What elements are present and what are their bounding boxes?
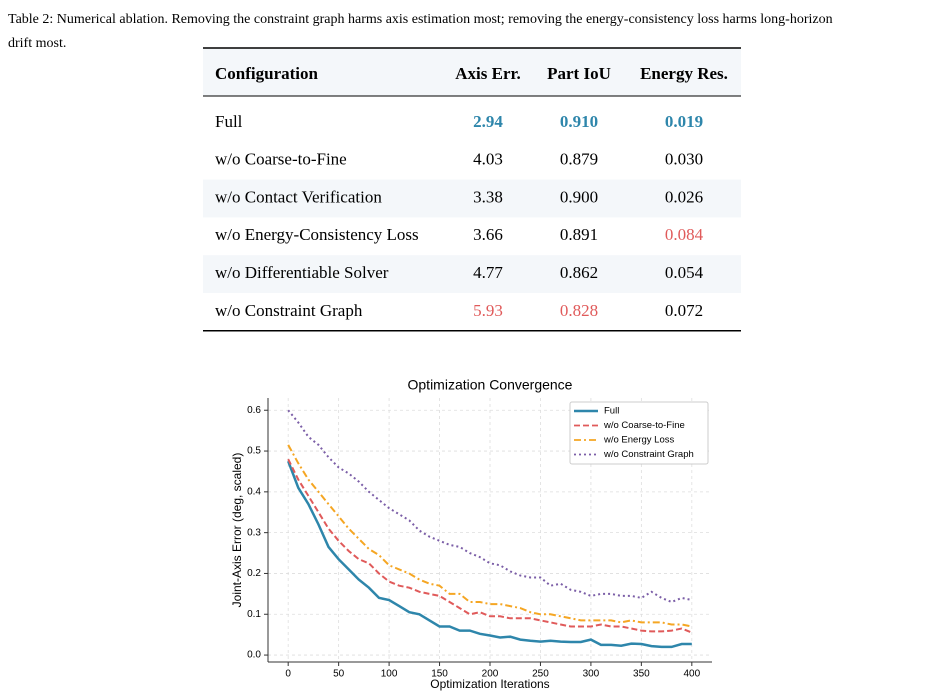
x-tick-label: 200: [482, 669, 499, 680]
y-axis-label: Joint-Axis Error (deg, scaled): [230, 453, 244, 608]
header-bg: [203, 48, 741, 96]
x-tick-label: 300: [583, 669, 600, 680]
caption: Table 2: Numerical ablation. Removing th…: [8, 12, 833, 51]
y-tick-label: 0.1: [247, 609, 261, 620]
cell: 0.054: [665, 263, 704, 282]
x-axis-label: Optimization Iterations: [430, 677, 549, 691]
x-tick-label: 0: [285, 669, 291, 680]
x-tick-label: 350: [633, 669, 650, 680]
cell: 0.891: [560, 225, 598, 244]
cell: w/o Energy-Consistency Loss: [215, 225, 419, 244]
cell: 0.072: [665, 301, 703, 320]
legend-label: w/o Coarse-to-Fine: [603, 420, 685, 431]
x-tick-label: 50: [333, 669, 345, 680]
cell: w/o Constraint Graph: [215, 301, 363, 320]
cell: 4.03: [473, 150, 503, 169]
cell: 0.019: [665, 112, 703, 131]
header-cell: Axis Err.: [455, 64, 521, 83]
x-tick-label: 100: [381, 669, 398, 680]
legend-label: Full: [604, 406, 619, 417]
row-bg: [203, 255, 741, 293]
y-tick-label: 0.3: [247, 527, 261, 538]
series-line: [287, 460, 692, 649]
y-tick-label: 0.6: [247, 405, 261, 416]
cell: 3.66: [473, 225, 503, 244]
legend-label: w/o Energy Loss: [603, 435, 674, 446]
cell: 0.828: [560, 301, 598, 320]
cell: 0.910: [560, 112, 598, 131]
cell: 0.862: [560, 263, 598, 282]
cell: w/o Coarse-to-Fine: [215, 150, 347, 169]
series-line: [287, 458, 693, 634]
chart-title: Optimization Convergence: [408, 377, 573, 393]
x-tick-label: 400: [683, 669, 700, 680]
legend-label: w/o Constraint Graph: [603, 449, 694, 460]
cell: 2.94: [473, 112, 503, 131]
y-tick-label: 0.4: [247, 486, 261, 497]
cell: 5.93: [473, 301, 503, 320]
x-tick-label: 150: [431, 669, 448, 680]
row-bg: [203, 179, 741, 218]
series-line: [287, 409, 693, 604]
cell: 0.900: [560, 187, 598, 206]
header-cell: Configuration: [215, 64, 319, 83]
y-tick-label: 0.2: [247, 568, 261, 579]
y-tick-label: 0.5: [247, 446, 261, 457]
cell: 4.77: [473, 263, 503, 282]
legend-box: [569, 401, 709, 465]
cell: w/o Contact Verification: [215, 187, 382, 206]
cell: 0.026: [665, 187, 703, 206]
cell: 0.879: [560, 150, 598, 169]
series-line: [287, 444, 692, 628]
header-cell: Energy Res.: [640, 64, 728, 83]
cell: 3.38: [473, 187, 503, 206]
cell: 0.084: [665, 225, 704, 244]
header-cell: Part IoU: [547, 64, 611, 83]
x-tick-label: 250: [532, 669, 549, 680]
cell: Full: [215, 112, 243, 131]
cell: 0.030: [665, 150, 703, 169]
cell: w/o Differentiable Solver: [215, 263, 389, 282]
y-tick-label: 0.0: [247, 650, 261, 661]
